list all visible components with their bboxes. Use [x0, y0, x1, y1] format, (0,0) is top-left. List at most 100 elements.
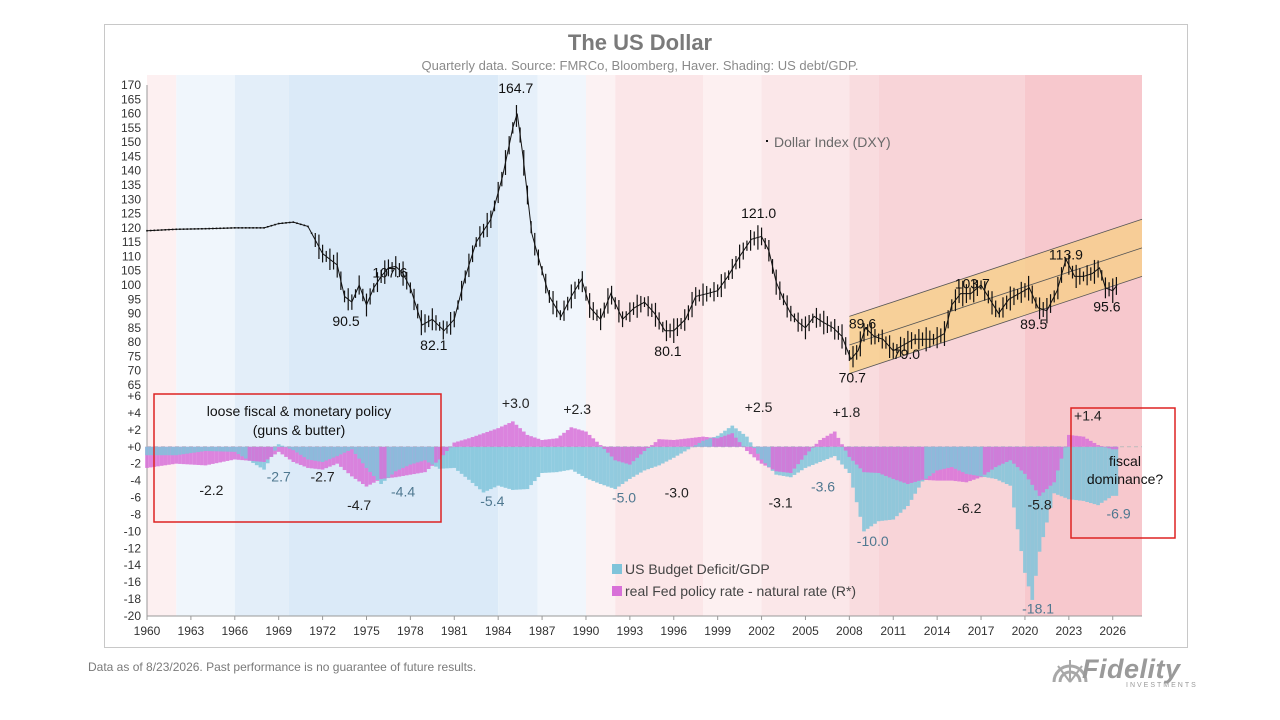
policy-rate-bar — [887, 446, 892, 478]
policy-rate-bar — [145, 446, 149, 468]
upper-y-tick-label: 170 — [121, 78, 141, 92]
shading-band — [537, 75, 586, 616]
deficit-bar — [225, 446, 230, 452]
policy-rate-bar — [1052, 446, 1057, 483]
deficit-bar — [459, 446, 464, 474]
upper-y-tick-label: 155 — [121, 121, 141, 135]
dxy-data-label: 107.6 — [372, 264, 407, 280]
deficit-bar — [357, 446, 361, 459]
upper-y-tick-label: 75 — [128, 349, 142, 363]
policy-rate-bar — [584, 431, 588, 447]
deficit-bar — [1096, 446, 1100, 506]
legend-swatch — [612, 586, 622, 596]
deficit-bar — [836, 446, 841, 461]
deficit-bar — [613, 446, 618, 490]
dxy-point — [160, 229, 163, 231]
chart-subtitle: Quarterly data. Source: FMRCo, Bloomberg… — [421, 58, 859, 73]
policy-rate-bar — [862, 446, 866, 473]
policy-rate-bar — [207, 446, 212, 465]
x-tick-label: 2014 — [924, 624, 951, 638]
deficit-bar — [895, 446, 899, 517]
policy-rate-bar — [664, 439, 669, 447]
policy-rate-bar — [521, 431, 526, 447]
policy-rate-bar — [503, 424, 508, 447]
policy-rate-bar — [770, 446, 775, 470]
policy-rate-bar — [891, 446, 896, 479]
lower-data-label: -5.8 — [1028, 496, 1052, 512]
policy-rate-bar — [682, 438, 687, 447]
deficit-bar — [639, 446, 643, 473]
deficit-bar — [430, 446, 435, 465]
dxy-data-label: 121.0 — [741, 205, 776, 221]
policy-rate-bar — [576, 429, 581, 447]
dxy-point — [252, 227, 254, 229]
deficit-bar — [595, 446, 599, 483]
deficit-bar — [558, 446, 563, 472]
deficit-bar — [649, 446, 654, 468]
deficit-bar — [1012, 446, 1016, 508]
dxy-point — [237, 227, 240, 229]
policy-rate-bar — [671, 440, 676, 447]
deficit-bar — [971, 446, 976, 476]
dxy-point — [285, 222, 287, 224]
policy-rate-bar — [463, 439, 468, 447]
deficit-bar — [163, 446, 168, 456]
deficit-bar — [503, 446, 508, 488]
deficit-bar — [821, 446, 826, 461]
deficit-bar — [1015, 446, 1020, 530]
x-tick-label: 1993 — [617, 624, 644, 638]
legend-label: US Budget Deficit/GDP — [625, 561, 770, 577]
policy-rate-bar — [434, 446, 438, 463]
policy-rate-bar — [884, 446, 888, 476]
shading-band — [234, 75, 289, 616]
deficit-bar — [317, 446, 321, 462]
policy-rate-bar — [847, 446, 852, 457]
policy-rate-bar — [807, 446, 811, 452]
policy-rate-bar — [569, 427, 574, 447]
policy-rate-bar — [221, 446, 226, 462]
deficit-bar — [313, 446, 318, 461]
policy-rate-bar — [510, 421, 515, 447]
deficit-bar — [767, 446, 771, 468]
policy-rate-bar — [799, 446, 804, 460]
deficit-bar — [807, 446, 811, 467]
lower-y-tick-label: +2 — [127, 423, 141, 437]
deficit-bar — [620, 446, 625, 484]
policy-rate-bar — [752, 446, 757, 458]
dxy-legend-label: Dollar Index (DXY) — [774, 134, 891, 150]
policy-rate-bar — [196, 446, 201, 465]
dxy-point — [193, 228, 196, 230]
deficit-bar — [745, 436, 749, 447]
x-tick-label: 1960 — [134, 624, 161, 638]
deficit-bar — [485, 446, 490, 491]
lower-data-label: +1.8 — [833, 404, 861, 420]
x-tick-label: 2011 — [880, 624, 906, 638]
deficit-bar — [847, 446, 852, 473]
x-tick-label: 2005 — [792, 624, 819, 638]
lower-y-tick-label: -18 — [124, 592, 142, 606]
policy-rate-bar — [170, 446, 175, 465]
policy-rate-bar — [613, 446, 618, 461]
deficit-bar — [693, 445, 698, 447]
policy-rate-bar — [280, 446, 285, 455]
deficit-bar — [960, 446, 965, 473]
policy-rate-bar — [200, 446, 204, 466]
deficit-bar — [423, 446, 427, 461]
policy-rate-bar — [467, 438, 471, 447]
fiscal-dominance-text: fiscal — [1109, 453, 1141, 469]
deficit-bar — [668, 446, 672, 460]
deficit-bar — [865, 446, 870, 529]
deficit-bar — [207, 446, 212, 452]
policy-rate-bar — [382, 446, 387, 479]
policy-rate-bar — [745, 446, 749, 451]
dxy-point — [299, 223, 302, 226]
upper-y-tick-label: 150 — [121, 135, 141, 149]
upper-y-tick-label: 145 — [121, 149, 141, 163]
deficit-bar — [964, 446, 969, 474]
dxy-point — [255, 227, 258, 229]
dxy-point — [146, 229, 148, 232]
deficit-bar — [529, 446, 533, 486]
upper-y-tick-label: 110 — [122, 249, 141, 263]
dxy-data-label: 89.6 — [849, 316, 876, 332]
policy-rate-bar — [1019, 446, 1024, 471]
